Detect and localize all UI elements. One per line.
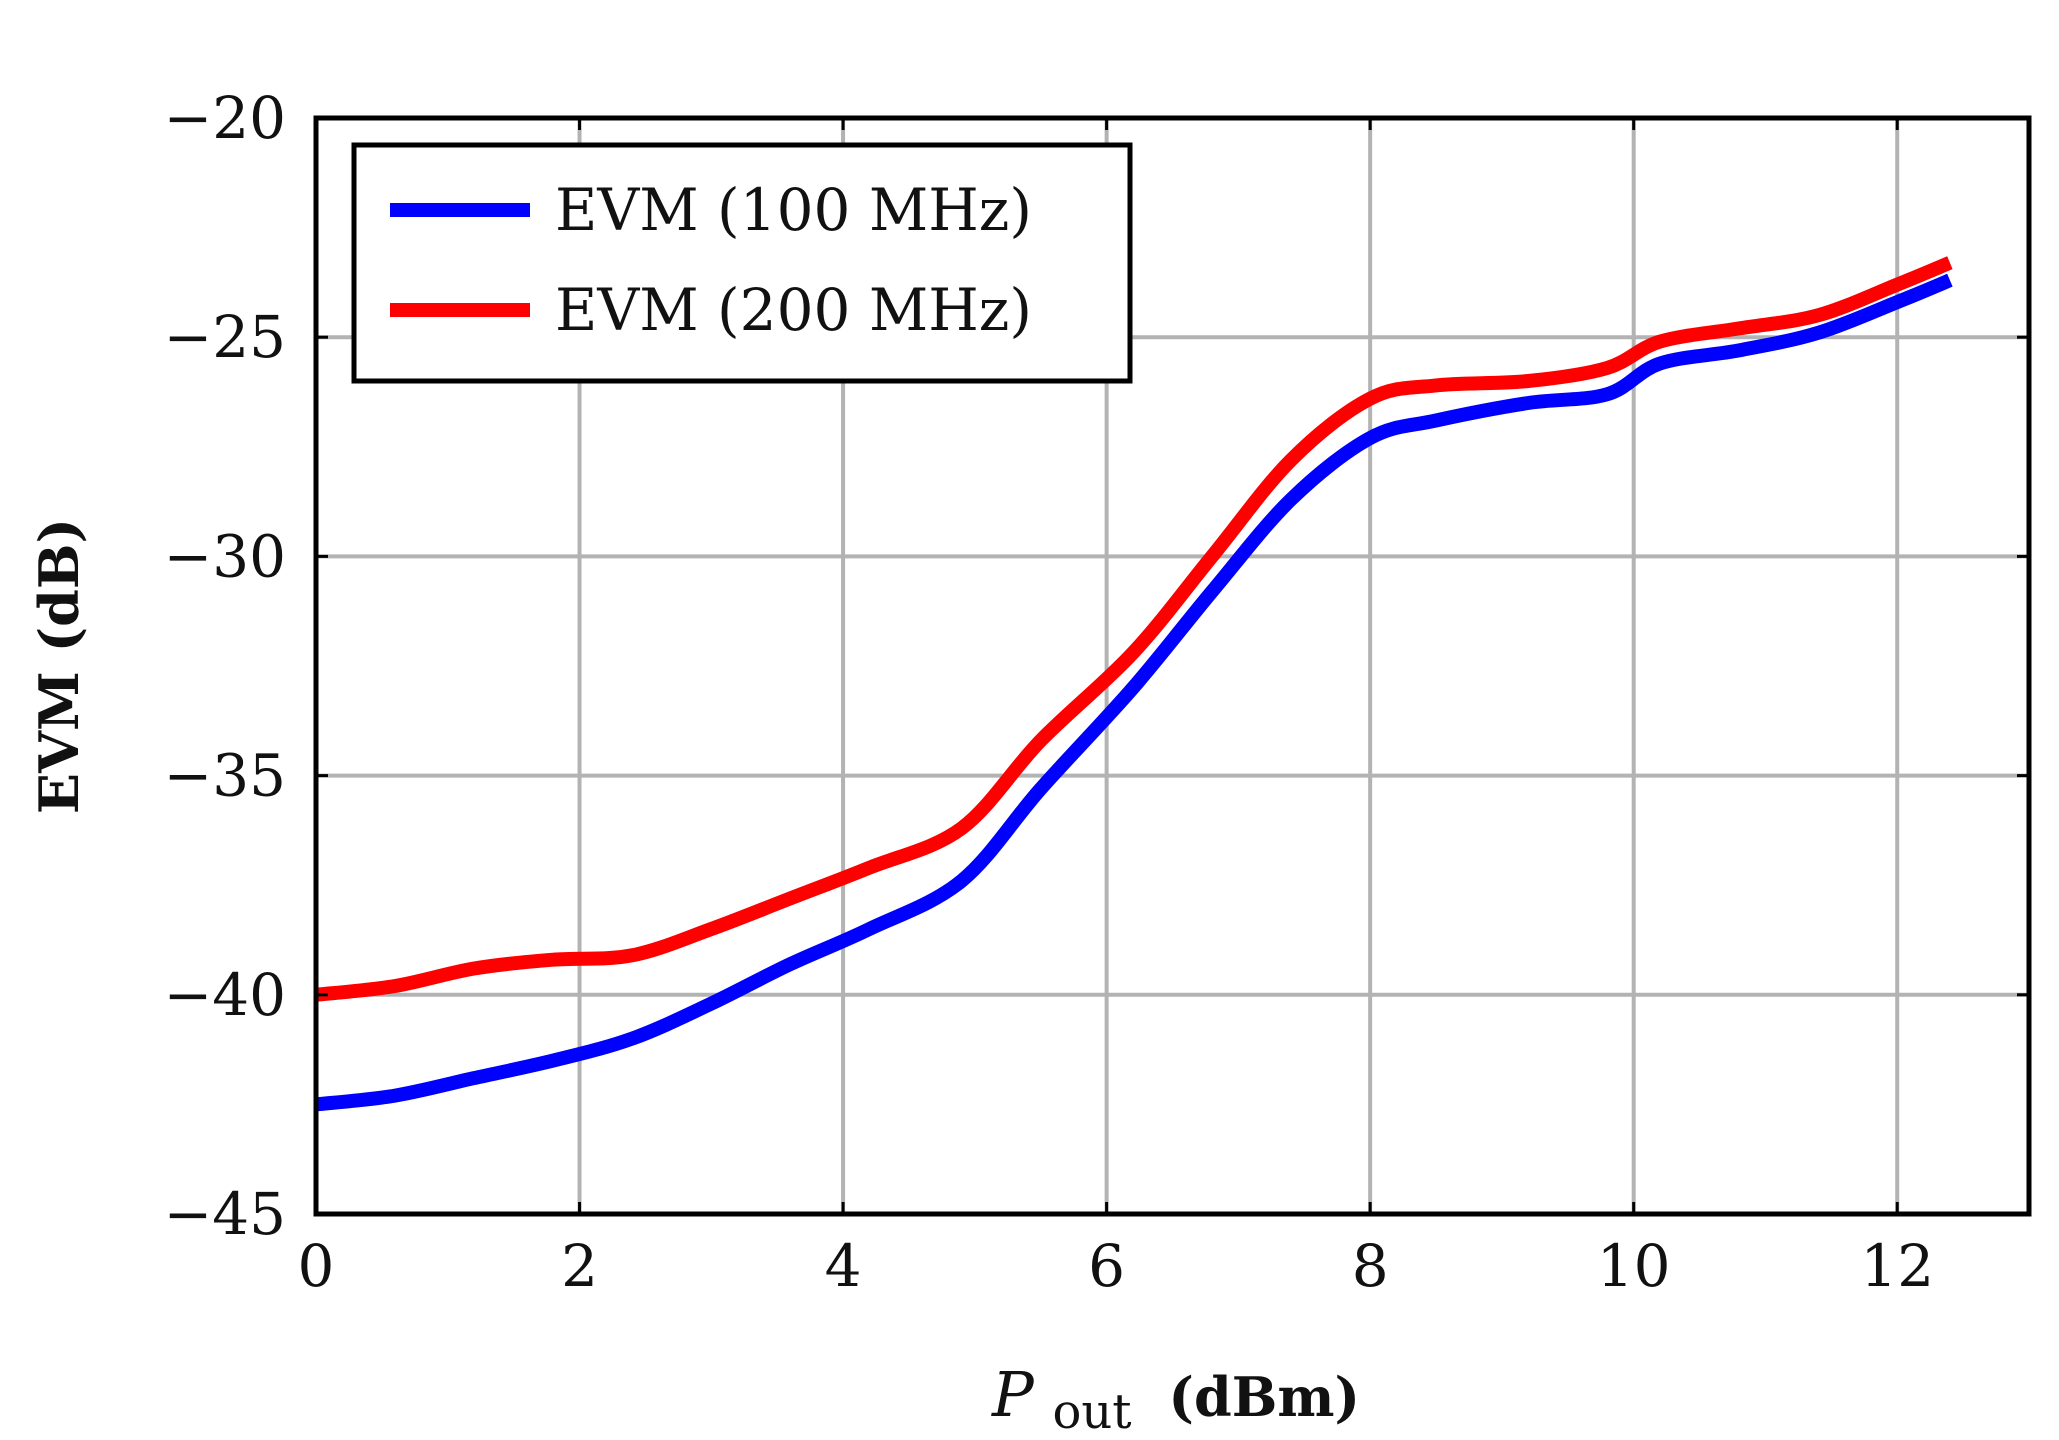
x-tick-label: 2 [561,1232,598,1300]
x-tick-label: 8 [1352,1232,1389,1300]
x-tick-label: 12 [1860,1232,1934,1300]
series-line-100mhz [315,273,1953,1112]
tick-labels: 0 2 4 6 8 10 12 −45 −40 −35 −30 −25 −20 [164,84,1935,1300]
x-tick-label: 0 [298,1232,335,1300]
y-tick-label: −35 [164,742,286,810]
y-tick-label: −40 [164,961,286,1029]
axis-ticks [314,116,2029,1216]
x-tick-label: 6 [1088,1232,1125,1300]
series-lines [315,256,1953,1112]
y-axis-label: EVM (dB) [27,518,91,814]
series-line-200mhz [315,256,1953,1002]
x-axis-subscript: out [1052,1384,1131,1440]
x-tick-label: 10 [1597,1232,1671,1300]
y-tick-label: −30 [164,522,286,590]
legend-box [351,142,1133,384]
x-axis-symbol: P [991,1358,1035,1431]
y-tick-label: −45 [164,1180,286,1248]
y-tick-label: −25 [164,303,286,371]
legend: EVM (100 MHz) EVM (200 MHz) [351,142,1133,384]
x-axis-label: P out (dBm) [991,1358,1360,1440]
plot-frame [313,115,2032,1217]
x-tick-label: 4 [825,1232,862,1300]
y-tick-label: −20 [164,84,286,152]
legend-label-200mhz: EVM (200 MHz) [555,276,1032,344]
legend-label-100mhz: EVM (100 MHz) [555,176,1032,244]
x-axis-unit: (dBm) [1168,1365,1360,1429]
